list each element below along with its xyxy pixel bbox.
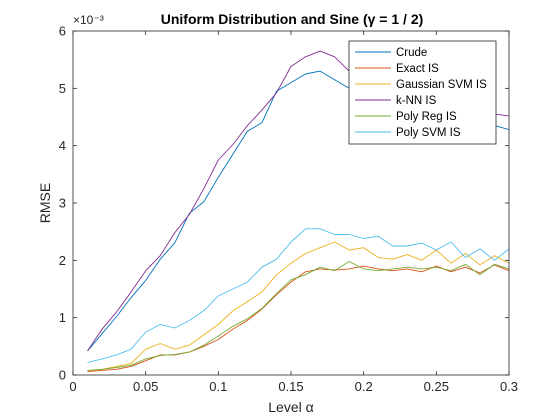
axes-layer: 0 0.05 0.1 0.15 0.2 0.25 0.3 0 1 2 3 4 5 6 [59, 24, 518, 395]
x-tick-label: 0.1 [209, 379, 227, 394]
chart-title: Uniform Distribution and Sine (γ = 1 / 2… [161, 11, 424, 27]
y-multiplier: ×10⁻³ [73, 13, 104, 27]
x-tick-label: 0.2 [355, 379, 373, 394]
series-line-poly-reg-is [87, 261, 510, 371]
y-tick-label: 2 [59, 253, 66, 268]
y-tick-label: 4 [59, 138, 66, 153]
legend-items: Crude Exact IS Gaussian SVM IS k-NN IS Poly … [355, 47, 487, 139]
legend: Crude Exact IS Gaussian SVM IS k-NN IS Poly … [348, 40, 497, 145]
x-tick-label: 0.3 [500, 379, 518, 394]
y-tick-label: 0 [59, 368, 66, 383]
legend-label: Crude [396, 47, 427, 59]
legend-label: Poly SVM IS [396, 127, 461, 139]
x-tick-label: 0 [69, 379, 76, 394]
y-tick-label: 1 [59, 310, 66, 325]
y-axis-label: RMSE [37, 183, 53, 223]
x-tick-label: 0.05 [133, 379, 158, 394]
x-axis-label: Level α [268, 399, 313, 415]
series-line-gaussian-svm-is [87, 241, 510, 371]
legend-label: Exact IS [396, 63, 439, 75]
y-tick-label: 6 [59, 24, 66, 39]
legend-box [348, 40, 497, 145]
x-tick-label: 0.15 [278, 379, 303, 394]
legend-label: Gaussian SVM IS [396, 79, 487, 91]
y-tick-label: 3 [59, 196, 66, 211]
x-tick-label: 0.25 [424, 379, 449, 394]
legend-label: k-NN IS [396, 95, 437, 107]
series-line-poly-svm-is [87, 228, 510, 363]
legend-label: Poly Reg IS [396, 111, 457, 123]
y-tick-label: 5 [59, 81, 66, 96]
